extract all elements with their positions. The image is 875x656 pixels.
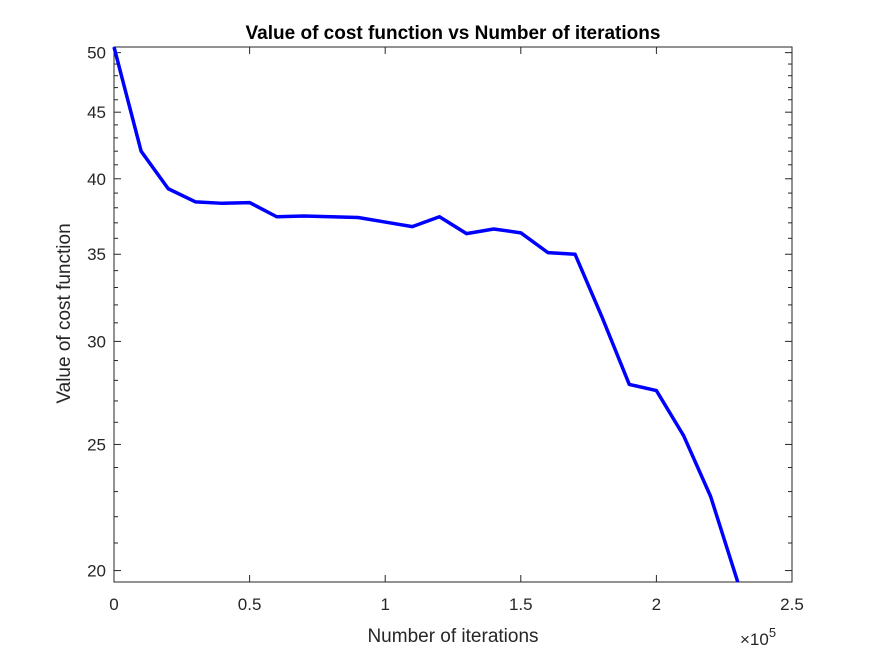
x-tick-label: 2 [652, 595, 661, 614]
x-tick-label: 1 [380, 595, 389, 614]
x-tick-label: 0 [109, 595, 118, 614]
x-tick-label: 1.5 [509, 595, 533, 614]
y-tick-label: 25 [87, 435, 106, 454]
x-tick-label: 2.5 [780, 595, 804, 614]
x-axis-multiplier-base: ×10 [740, 630, 769, 649]
x-axis-multiplier-exponent: 5 [769, 625, 776, 640]
y-tick-label: 40 [87, 170, 106, 189]
series-line [112, 46, 740, 583]
y-tick-label: 45 [87, 103, 106, 122]
series-group [112, 46, 740, 583]
minor-ticks [114, 63, 792, 544]
y-tick-label: 50 [87, 44, 106, 63]
plot-area [113, 46, 793, 583]
y-tick-label: 20 [87, 562, 106, 581]
y-tick-label: 30 [87, 332, 106, 351]
x-axis-multiplier: ×105 [740, 625, 776, 649]
x-axis-label: Number of iterations [367, 626, 538, 647]
x-tick-label: 0.5 [238, 595, 262, 614]
x-axis-ticks: 0 0.5 1 1.5 2 2.5 [109, 47, 804, 614]
y-axis-ticks: 20 25 30 35 40 45 50 [87, 44, 792, 581]
y-tick-label: 35 [87, 245, 106, 264]
chart-title: Value of cost function vs Number of iter… [246, 23, 661, 44]
y-axis-label: Value of cost function [54, 223, 75, 403]
